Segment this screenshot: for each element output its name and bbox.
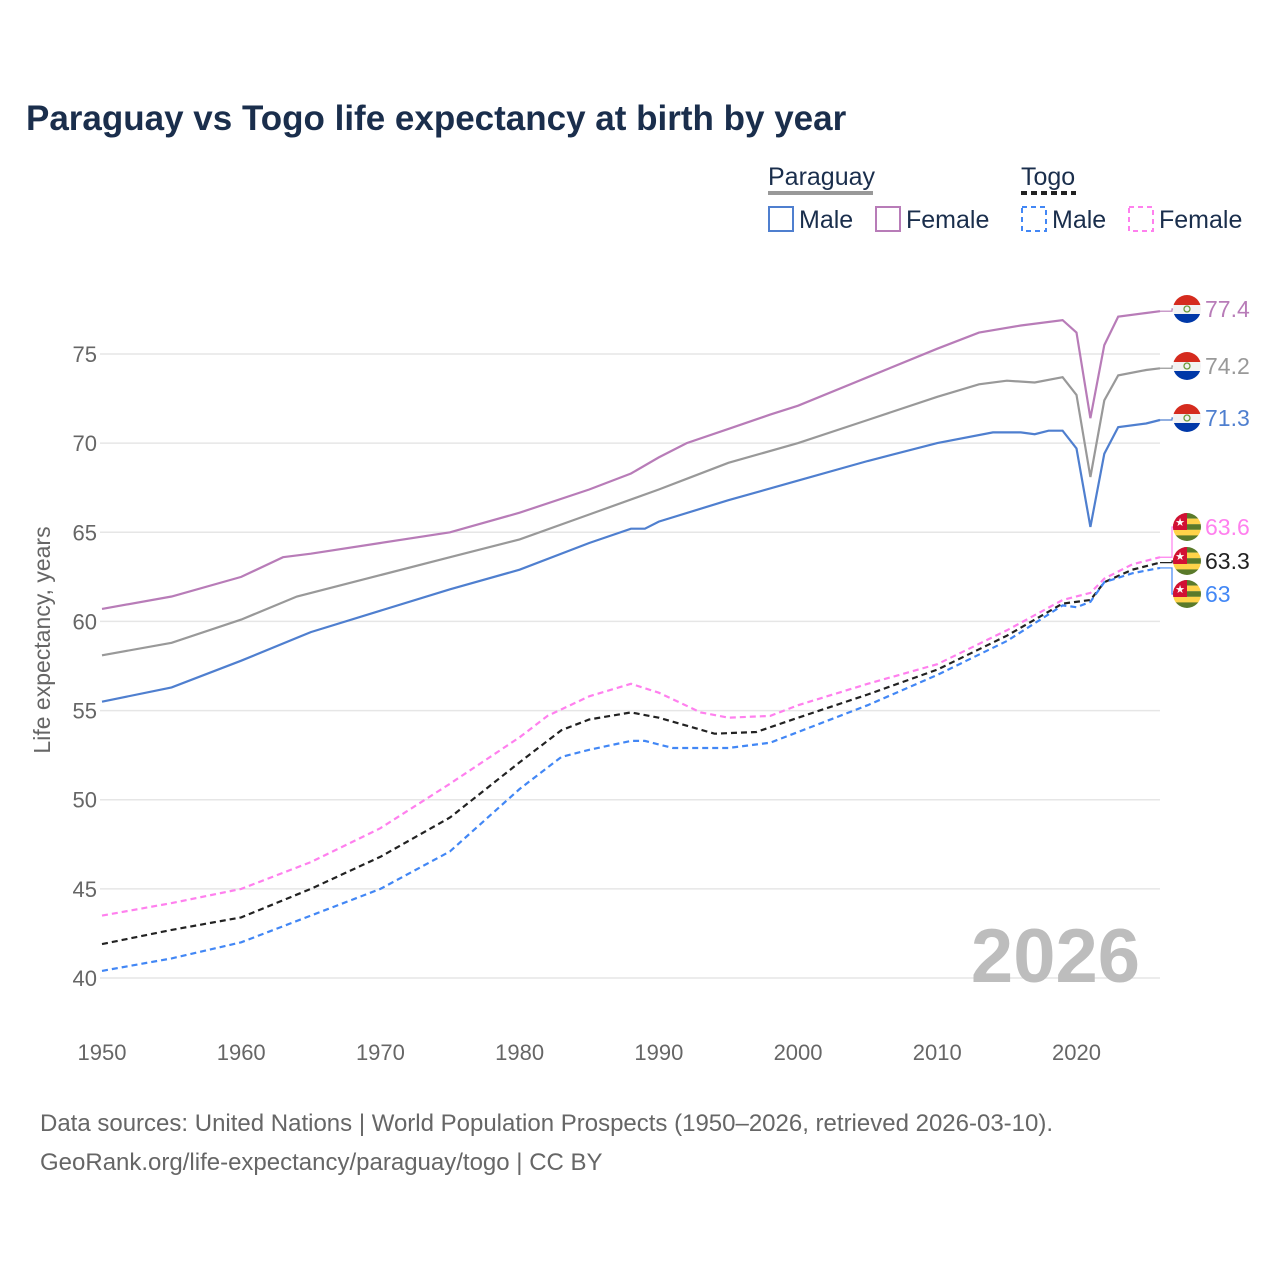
series-line-paraguay-total xyxy=(101,367,1161,657)
year-watermark: 2026 xyxy=(971,914,1140,999)
end-connector xyxy=(1160,567,1174,595)
legend: Paraguay Male Female Togo Male Female xyxy=(768,163,1242,234)
y-tick-40: 40 xyxy=(73,966,97,991)
paraguay-flag-icon xyxy=(1173,295,1201,323)
x-tick-2020: 2020 xyxy=(1052,1040,1101,1065)
footer-link[interactable]: GeoRank.org/life-expectancy/paraguay/tog… xyxy=(40,1149,603,1176)
series-line-togo-total xyxy=(101,561,1161,946)
end-connector xyxy=(1160,308,1174,312)
y-tick-75: 75 xyxy=(73,342,97,367)
series-line-paraguay-female xyxy=(101,310,1161,610)
legend-togo-female[interactable]: Female xyxy=(1159,206,1242,234)
x-tick-2000: 2000 xyxy=(774,1040,823,1065)
end-connector xyxy=(1160,417,1174,421)
legend-group-paraguay: Paraguay xyxy=(768,163,876,191)
end-connector xyxy=(1160,365,1174,369)
togo-flag-icon: ★ xyxy=(1173,513,1201,541)
y-axis-label: Life expectancy, years xyxy=(29,526,55,753)
end-connector xyxy=(1160,560,1174,564)
y-tick-70: 70 xyxy=(73,431,97,456)
legend-group-togo: Togo xyxy=(1021,163,1075,191)
legend-swatch-togo-female xyxy=(1128,206,1154,232)
svg-text:★: ★ xyxy=(1175,584,1185,596)
end-label-togo-female: 63.6 xyxy=(1205,514,1250,540)
svg-text:★: ★ xyxy=(1175,551,1185,563)
series-line-togo-female xyxy=(101,556,1161,917)
legend-togo-male[interactable]: Male xyxy=(1052,206,1106,234)
legend-swatch-paraguay-female xyxy=(875,206,901,232)
legend-swatch-togo-male xyxy=(1021,206,1047,232)
x-tick-2010: 2010 xyxy=(913,1040,962,1065)
x-tick-1980: 1980 xyxy=(495,1040,544,1065)
legend-paraguay-male[interactable]: Male xyxy=(799,206,853,234)
x-tick-1960: 1960 xyxy=(217,1040,266,1065)
svg-text:★: ★ xyxy=(1175,517,1185,529)
y-tick-45: 45 xyxy=(73,877,97,902)
end-label-paraguay-female: 77.4 xyxy=(1205,296,1250,322)
end-label-paraguay-male: 71.3 xyxy=(1205,405,1250,431)
chart-title: Paraguay vs Togo life expectancy at birt… xyxy=(26,99,847,138)
series-line-paraguay-male xyxy=(101,418,1161,703)
footer-sources: Data sources: United Nations | World Pop… xyxy=(40,1110,1053,1137)
end-label-paraguay-total: 74.2 xyxy=(1205,353,1250,379)
y-tick-65: 65 xyxy=(73,520,97,545)
end-label-togo-male: 63 xyxy=(1205,581,1231,607)
y-tick-60: 60 xyxy=(73,609,97,634)
x-tick-1950: 1950 xyxy=(78,1040,127,1065)
togo-flag-icon: ★ xyxy=(1173,547,1201,575)
x-tick-1970: 1970 xyxy=(356,1040,405,1065)
legend-paraguay-female[interactable]: Female xyxy=(906,206,989,234)
legend-swatch-paraguay-male xyxy=(768,206,794,232)
end-connector xyxy=(1160,526,1174,558)
x-tick-1990: 1990 xyxy=(634,1040,683,1065)
y-tick-55: 55 xyxy=(73,699,97,724)
paraguay-flag-icon xyxy=(1173,352,1201,380)
togo-flag-icon: ★ xyxy=(1173,580,1201,608)
y-tick-50: 50 xyxy=(73,788,97,813)
paraguay-flag-icon xyxy=(1173,404,1201,432)
end-label-togo-total: 63.3 xyxy=(1205,548,1250,574)
